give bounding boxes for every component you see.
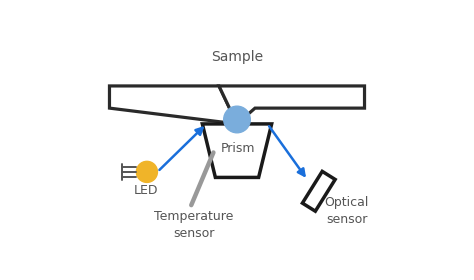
Circle shape [137,161,157,182]
Polygon shape [109,86,237,124]
Polygon shape [219,86,365,124]
Polygon shape [302,171,335,211]
Polygon shape [202,124,272,178]
Circle shape [224,106,250,133]
Text: LED: LED [134,184,158,197]
Text: Optical
sensor: Optical sensor [324,196,369,226]
Text: Prism: Prism [221,142,255,155]
Text: Sample: Sample [211,50,263,64]
Text: Temperature
sensor: Temperature sensor [155,209,234,240]
